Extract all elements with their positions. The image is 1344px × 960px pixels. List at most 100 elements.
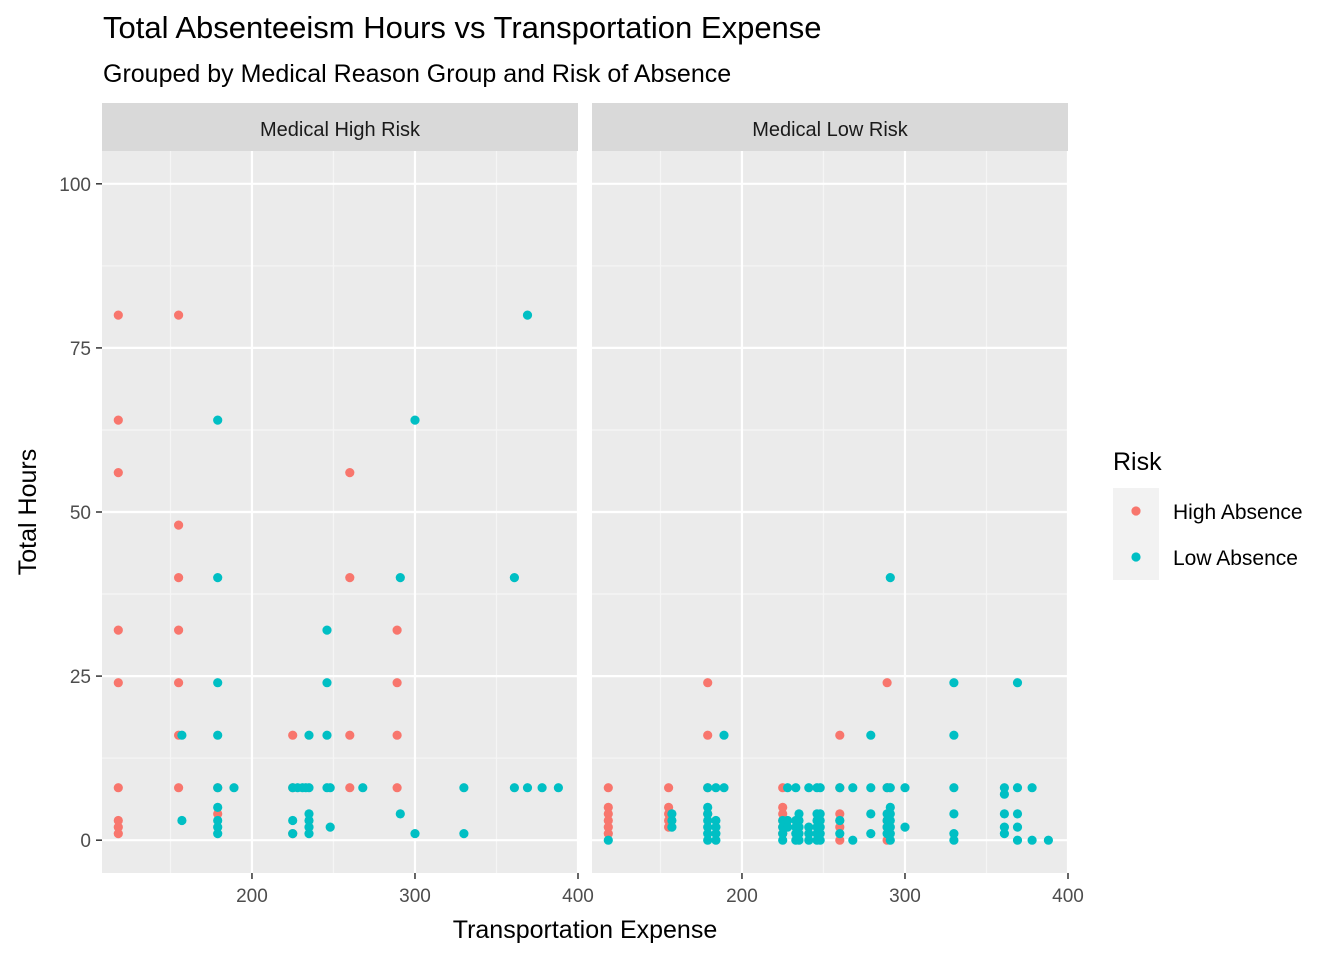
data-point — [703, 783, 713, 793]
data-point — [213, 730, 223, 740]
x-tick-label: 300 — [399, 886, 431, 907]
legend-marker — [1131, 552, 1141, 562]
data-point — [288, 829, 298, 839]
data-point — [345, 573, 355, 583]
data-point — [345, 730, 355, 740]
data-point — [174, 520, 184, 530]
chart-subtitle: Grouped by Medical Reason Group and Risk… — [103, 60, 732, 88]
data-point — [815, 822, 825, 832]
data-point — [603, 809, 613, 819]
data-point — [848, 835, 858, 845]
data-point — [229, 783, 239, 793]
data-point — [999, 822, 1010, 832]
x-tick-label: 200 — [726, 886, 758, 907]
data-point — [113, 415, 123, 425]
data-point — [794, 822, 804, 832]
data-point — [949, 783, 959, 793]
data-point — [304, 822, 314, 832]
data-point — [804, 835, 814, 845]
y-axis-title: Total Hours — [14, 449, 42, 575]
data-point — [509, 573, 519, 583]
data-point — [392, 678, 402, 688]
data-point — [949, 678, 959, 688]
data-point — [815, 829, 825, 839]
x-tick-label: 400 — [562, 886, 594, 907]
y-tick-label: 75 — [70, 339, 91, 360]
x-tick-label: 400 — [1052, 886, 1084, 907]
data-point — [703, 809, 713, 819]
facet-strip-label: Medical Low Risk — [752, 119, 909, 141]
data-point — [213, 678, 223, 688]
data-point — [288, 730, 298, 740]
data-point — [113, 815, 123, 826]
data-point — [322, 678, 332, 688]
data-point — [174, 783, 184, 793]
data-point — [1012, 809, 1023, 819]
data-point — [553, 783, 564, 793]
data-point — [885, 783, 895, 793]
data-point — [603, 802, 613, 813]
data-point — [304, 783, 314, 793]
data-point — [603, 835, 613, 845]
data-point — [794, 829, 804, 839]
data-point — [177, 815, 187, 826]
data-point — [885, 822, 895, 832]
y-tick-label: 100 — [59, 175, 91, 196]
data-point — [835, 822, 845, 832]
data-point — [778, 802, 788, 813]
data-point — [288, 815, 298, 826]
legend-title: Risk — [1113, 448, 1162, 476]
data-point — [999, 789, 1010, 799]
data-point — [711, 815, 721, 826]
data-point — [459, 783, 469, 793]
data-point — [949, 829, 959, 839]
chart-title: Total Absenteeism Hours vs Transportatio… — [103, 10, 822, 45]
data-point — [1027, 783, 1037, 793]
data-point — [304, 815, 314, 826]
data-point — [703, 678, 713, 688]
data-point — [885, 835, 895, 845]
data-point — [174, 678, 184, 688]
data-point — [885, 802, 895, 813]
data-point — [815, 783, 825, 793]
data-point — [113, 468, 123, 478]
data-point — [304, 730, 314, 740]
data-point — [113, 678, 123, 688]
data-point — [711, 829, 721, 839]
data-point — [174, 625, 184, 635]
data-point — [719, 783, 729, 793]
data-point — [882, 678, 892, 688]
data-point — [522, 310, 533, 320]
data-point — [392, 625, 402, 635]
data-point — [835, 815, 845, 826]
data-point — [392, 730, 402, 740]
data-point — [113, 625, 123, 635]
data-point — [815, 809, 825, 819]
data-point — [213, 809, 223, 819]
data-point — [345, 783, 355, 793]
x-tick-label: 200 — [236, 886, 268, 907]
y-tick-label: 25 — [70, 667, 91, 688]
data-point — [113, 822, 123, 832]
data-point — [794, 809, 804, 819]
data-point — [835, 809, 845, 819]
facet-strip — [592, 103, 1068, 151]
data-point — [703, 835, 713, 845]
data-point — [345, 468, 355, 478]
y-tick-label: 0 — [80, 831, 91, 852]
legend-marker — [1131, 506, 1141, 516]
data-point — [392, 783, 402, 793]
data-point — [113, 783, 123, 793]
data-point — [900, 783, 910, 793]
data-point — [522, 783, 533, 793]
data-point — [459, 829, 469, 839]
facet-strip-label: Medical High Risk — [260, 119, 421, 141]
data-point — [1043, 835, 1053, 845]
data-point — [113, 829, 123, 839]
data-point — [213, 573, 223, 583]
data-point — [783, 815, 793, 826]
data-point — [900, 822, 910, 832]
data-point — [213, 802, 223, 813]
data-point — [1012, 835, 1023, 845]
data-point — [1012, 783, 1023, 793]
